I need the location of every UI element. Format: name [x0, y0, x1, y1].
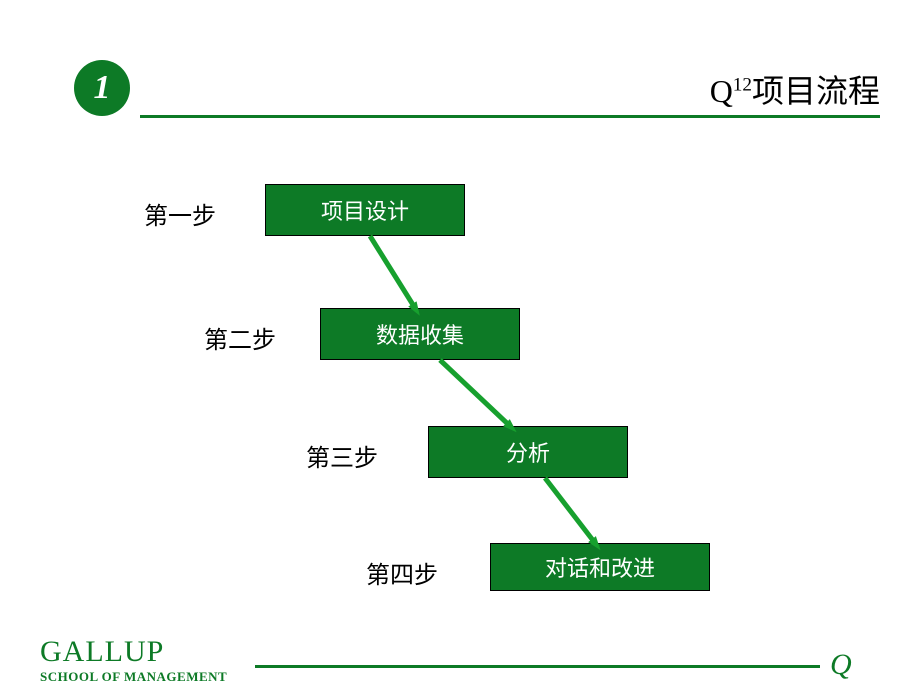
- footer-q-logo: Q: [830, 648, 852, 682]
- step-box-2: 数据收集: [320, 308, 520, 360]
- title-suffix: 项目流程: [752, 73, 880, 109]
- title-prefix: Q: [710, 73, 733, 109]
- step-label-1: 第一步: [144, 196, 216, 231]
- section-number-badge: 1: [74, 60, 130, 116]
- step-label-2: 第二步: [204, 320, 276, 355]
- title-superscript: 12: [733, 74, 752, 95]
- flow-arrow-2: [440, 360, 510, 426]
- footer-underline: [255, 665, 820, 668]
- footer-brand-sub: SCHOOL OF MANAGEMENT: [40, 669, 227, 685]
- title-underline: [140, 115, 880, 118]
- step-label-3: 第三步: [306, 438, 378, 473]
- flow-arrow-1: [370, 236, 415, 308]
- step-box-1: 项目设计: [265, 184, 465, 236]
- section-number: 1: [94, 69, 111, 107]
- footer-brand: GALLUP SCHOOL OF MANAGEMENT: [40, 635, 227, 685]
- step-box-4: 对话和改进: [490, 543, 710, 591]
- slide-title: Q12项目流程: [710, 66, 880, 112]
- step-box-3: 分析: [428, 426, 628, 478]
- flow-arrow-3: [545, 478, 595, 543]
- slide: 1 Q12项目流程 第一步项目设计第二步数据收集第三步分析第四步对话和改进 GA…: [0, 0, 920, 690]
- step-label-4: 第四步: [366, 555, 438, 590]
- footer-brand-main: GALLUP: [40, 635, 227, 669]
- footer-q-text: Q: [830, 648, 852, 681]
